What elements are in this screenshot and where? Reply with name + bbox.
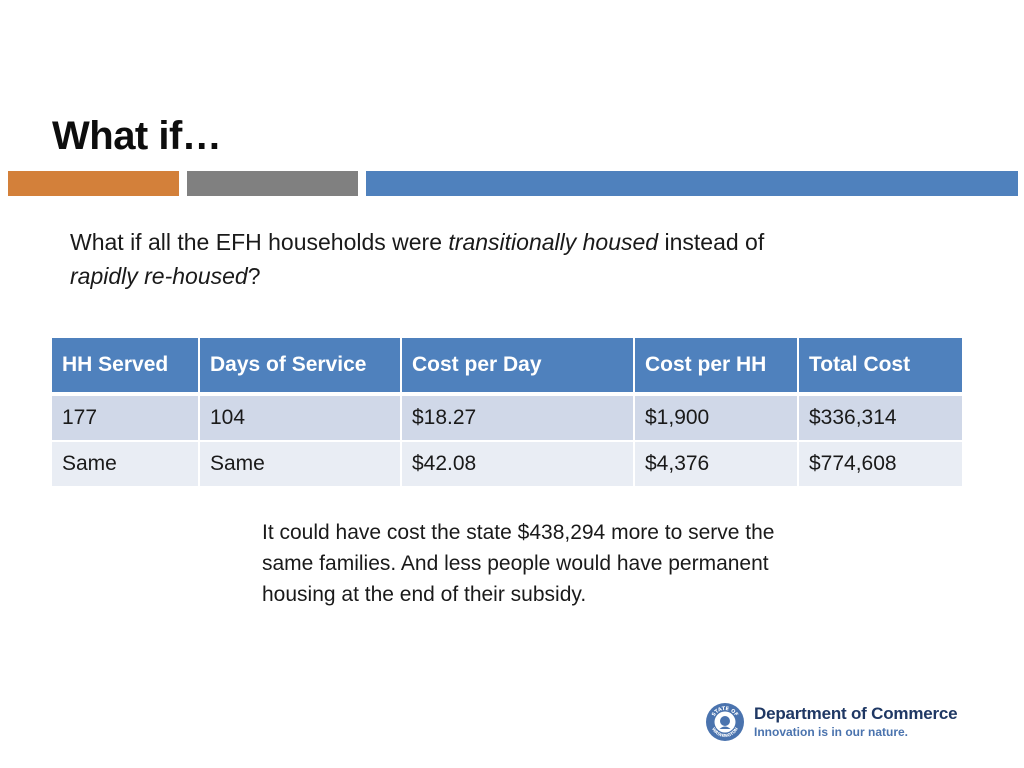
- slide-title: What if…: [52, 114, 222, 158]
- table-header-row: HH Served Days of Service Cost per Day C…: [52, 338, 962, 396]
- header-hh-served: HH Served: [52, 338, 200, 396]
- cell-cost-per-hh: $4,376: [634, 441, 799, 488]
- cell-days-of-service: 104: [199, 394, 402, 442]
- organization-name: Department of Commerce: [754, 704, 958, 723]
- seal-text-top: STATE OF: [711, 706, 739, 718]
- header-total-cost: Total Cost: [798, 338, 962, 396]
- intro-text-2: instead of: [658, 229, 765, 255]
- cell-total-cost: $336,314: [798, 394, 962, 442]
- accent-bar-blue: [366, 171, 1018, 196]
- cell-hh-served: Same: [52, 441, 200, 488]
- svg-text:STATE OF: STATE OF: [711, 706, 739, 718]
- cell-hh-served: 177: [52, 394, 200, 442]
- cell-cost-per-hh: $1,900: [634, 394, 799, 442]
- header-cost-per-day: Cost per Day: [401, 338, 635, 396]
- cell-total-cost: $774,608: [798, 441, 962, 488]
- accent-bar-gray: [187, 171, 358, 196]
- department-logo: STATE OF WASHINGTON Department of Commer…: [705, 700, 958, 744]
- state-seal-icon: STATE OF WASHINGTON: [706, 703, 744, 741]
- cell-cost-per-day: $42.08: [401, 441, 635, 488]
- accent-bar-orange: [8, 171, 179, 196]
- header-days-of-service: Days of Service: [199, 338, 402, 396]
- intro-text-3: ?: [247, 263, 261, 289]
- cost-comparison-table: HH Served Days of Service Cost per Day C…: [52, 338, 962, 488]
- cell-days-of-service: Same: [199, 441, 402, 488]
- conclusion-text: It could have cost the state $438,294 mo…: [262, 521, 775, 606]
- logo-text: Department of Commerce Innovation is in …: [754, 704, 958, 740]
- intro-emphasis-transitional: transitionally housed: [448, 229, 659, 255]
- intro-emphasis-rapid: rapidly re-housed: [70, 263, 248, 289]
- cell-cost-per-day: $18.27: [401, 394, 635, 442]
- tagline: Innovation is in our nature.: [754, 725, 909, 739]
- intro-question: What if all the EFH households were tran…: [70, 225, 890, 293]
- intro-text-1: What if all the EFH households were: [70, 229, 449, 255]
- table-row: 177 104 $18.27 $1,900 $336,314: [52, 394, 962, 442]
- header-cost-per-hh: Cost per HH: [634, 338, 799, 396]
- table-row: Same Same $42.08 $4,376 $774,608: [52, 441, 962, 488]
